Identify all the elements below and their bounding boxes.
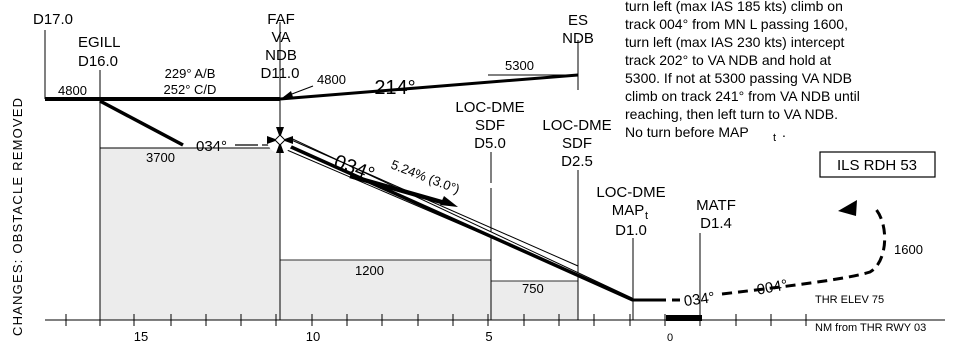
note-line-8-end: . — [782, 124, 786, 140]
note-line-4: track 202° to VA NDB and hold at — [625, 52, 831, 68]
note-line-3: turn left (max IAS 230 kts) intercept — [625, 34, 845, 50]
alt-1600: 1600 — [894, 242, 923, 257]
tick-label-0: 0 — [667, 332, 673, 344]
obstacle-block-750 — [490, 280, 579, 321]
faf-maltese-cross — [267, 127, 293, 153]
egill-descent-line — [99, 99, 184, 147]
missed-approach-path — [640, 204, 887, 302]
fix-faf-dist: D11.0 — [261, 65, 300, 82]
fix-faf-line1: FAF — [267, 11, 295, 28]
fix-map-dist: D1.0 — [615, 222, 647, 239]
fix-es-line2: NDB — [562, 30, 594, 47]
note-line-8-sub: t — [773, 132, 776, 144]
missed-approach-arrow-head — [838, 200, 857, 216]
fix-matf-dist: D1.4 — [700, 215, 732, 232]
note-line-5: 5300. If not at 5300 passing VA NDB — [625, 70, 852, 86]
fix-sdf5-line1: LOC-DME — [455, 99, 524, 116]
tick-label-5: 5 — [485, 329, 492, 344]
fix-sdf25-line1: LOC-DME — [542, 117, 611, 134]
alt-4800-left: 4800 — [58, 83, 87, 98]
fix-map-line1: LOC-DME — [596, 184, 665, 201]
final-track-arrow-shaft — [349, 173, 446, 206]
note-line-2: track 004° from MN L passing 1600, — [625, 16, 848, 32]
alt-4800-faf: 4800 — [317, 72, 346, 87]
fix-egill-dist: D16.0 — [78, 53, 118, 70]
arrival-route-214 — [279, 73, 579, 101]
final-approach-path — [279, 140, 634, 302]
fix-matf-name: MATF — [696, 197, 736, 214]
fix-egill-name: EGILL — [78, 34, 121, 51]
rdh-box — [819, 151, 936, 178]
alt-5300: 5300 — [505, 58, 534, 73]
fix-d17-label: D17.0 — [33, 11, 73, 28]
obstacle-block-1200 — [279, 259, 492, 321]
alt-3700: 3700 — [146, 150, 175, 165]
final-track-arrow-head — [440, 196, 458, 207]
runway-bar — [666, 315, 702, 321]
fix-sdf5-line2: SDF — [475, 117, 505, 134]
track-034-missed-label: 034° — [683, 289, 716, 310]
arrow-4800-faf-head — [282, 91, 293, 98]
fix-sdf25-dist: D2.5 — [561, 153, 593, 170]
fix-map-sub: t — [645, 210, 648, 222]
fix-faf-line3: NDB — [265, 47, 297, 64]
missed-approach-note: turn left (max IAS 185 kts) climb on tra… — [625, 0, 860, 144]
fix-faf-line2: VA — [272, 29, 291, 46]
obstacle-block-3700 — [99, 147, 281, 321]
thr-elev-label: THR ELEV 75 — [815, 294, 884, 306]
note-line-8: No turn before MAP — [625, 124, 749, 140]
track-004-label: 004° — [755, 277, 789, 299]
note-line-1: turn left (max IAS 185 kts) climb on — [625, 0, 843, 14]
note-line-6: climb on track 241° from VA NDB until — [625, 88, 860, 104]
tick-label-15: 15 — [134, 329, 148, 344]
track-034-final-label: 034° — [331, 151, 378, 186]
alt-ab-line: 229° A/B — [165, 66, 216, 81]
alt-cd-line: 252° C/D — [164, 82, 217, 97]
alt-750: 750 — [522, 281, 544, 296]
rdh-label: ILS RDH 53 — [837, 157, 917, 174]
fix-sdf25-line2: SDF — [562, 135, 592, 152]
tick-label-10: 10 — [306, 329, 320, 344]
track-034-initial-label: 034° — [196, 138, 227, 155]
alt-1200: 1200 — [355, 263, 384, 278]
fix-es-line1: ES — [568, 12, 588, 29]
axis-ticks — [65, 314, 807, 326]
fix-sdf5-dist: D5.0 — [474, 135, 506, 152]
track-214-label: 214° — [374, 77, 415, 99]
axis-label: NM from THR RWY 03 — [815, 322, 926, 334]
fix-map-line2: MAP — [612, 202, 645, 219]
note-line-7: reaching, then left turn to VA NDB. — [625, 106, 838, 122]
changes-side-label: CHANGES: OBSTACLE REMOVED — [10, 97, 25, 336]
